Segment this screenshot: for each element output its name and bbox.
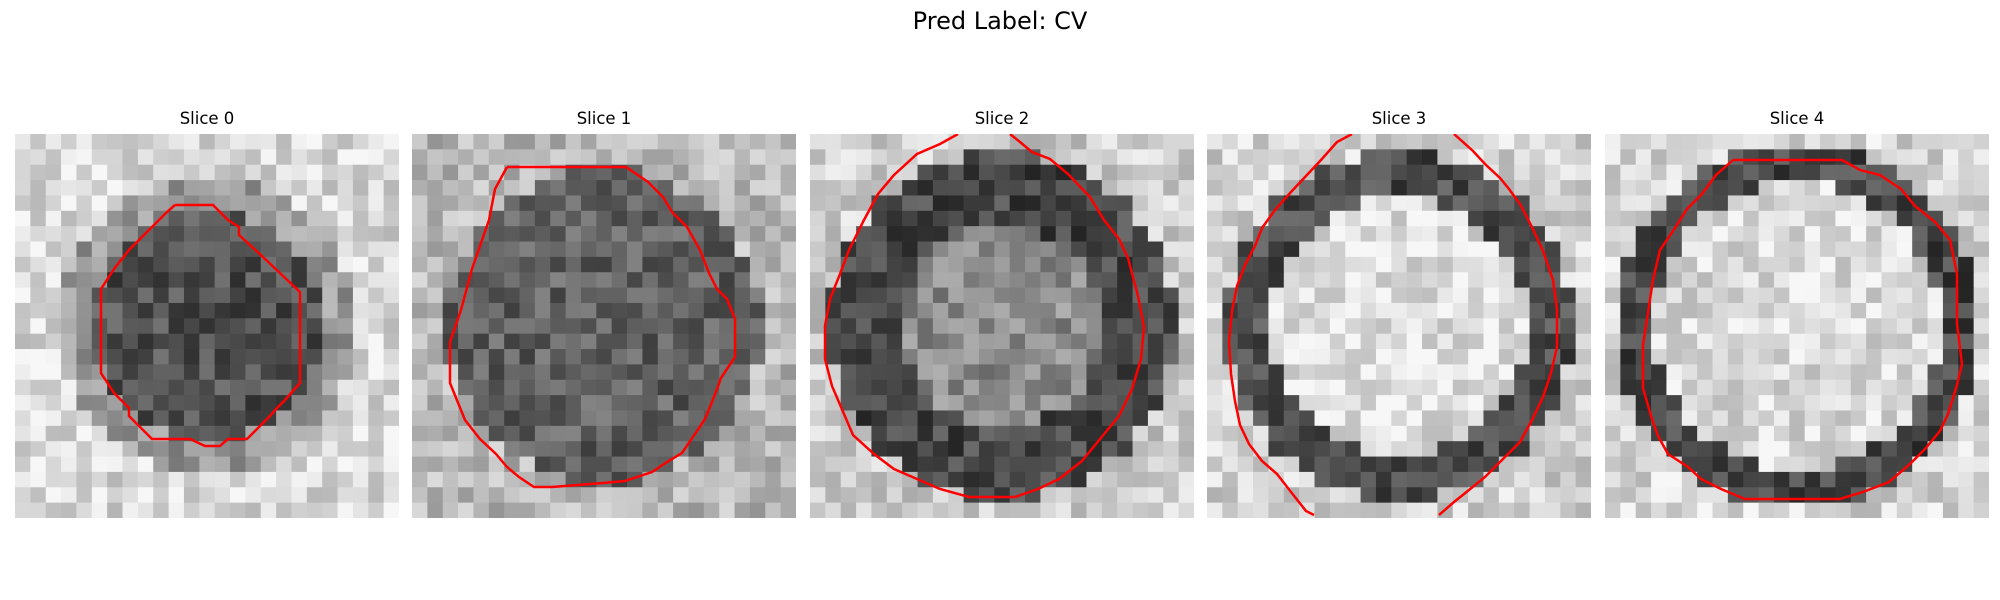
slice-title-3: Slice 3 (1371, 109, 1427, 128)
slice-title-1: Slice 1 (576, 109, 632, 128)
slice-1-pixel-grid (412, 134, 796, 518)
slice-2-pixel-grid (810, 134, 1194, 518)
slice-image-4 (1605, 134, 1989, 518)
slice-2-contour (823, 134, 1146, 499)
slice-4-pixel-grid (1605, 134, 1989, 518)
slice-image-3 (1207, 134, 1591, 518)
slice-3-pixel-grid (1207, 134, 1591, 518)
slice-0-pixel-grid (15, 134, 399, 518)
figure-title: Pred Label: CV (912, 7, 1088, 35)
slice-title-0: Slice 0 (179, 109, 235, 128)
slice-3-contour-right (1438, 134, 1559, 516)
slice-0-contour (99, 203, 302, 448)
slice-1-contour (448, 165, 737, 489)
slice-title-4: Slice 4 (1769, 109, 1825, 128)
slice-4-contour (1641, 158, 1964, 501)
slice-image-0 (15, 134, 399, 518)
slice-title-2: Slice 2 (974, 109, 1030, 128)
slice-3-contour (1227, 134, 1353, 517)
slice-image-1 (412, 134, 796, 518)
slice-image-2 (810, 134, 1194, 518)
